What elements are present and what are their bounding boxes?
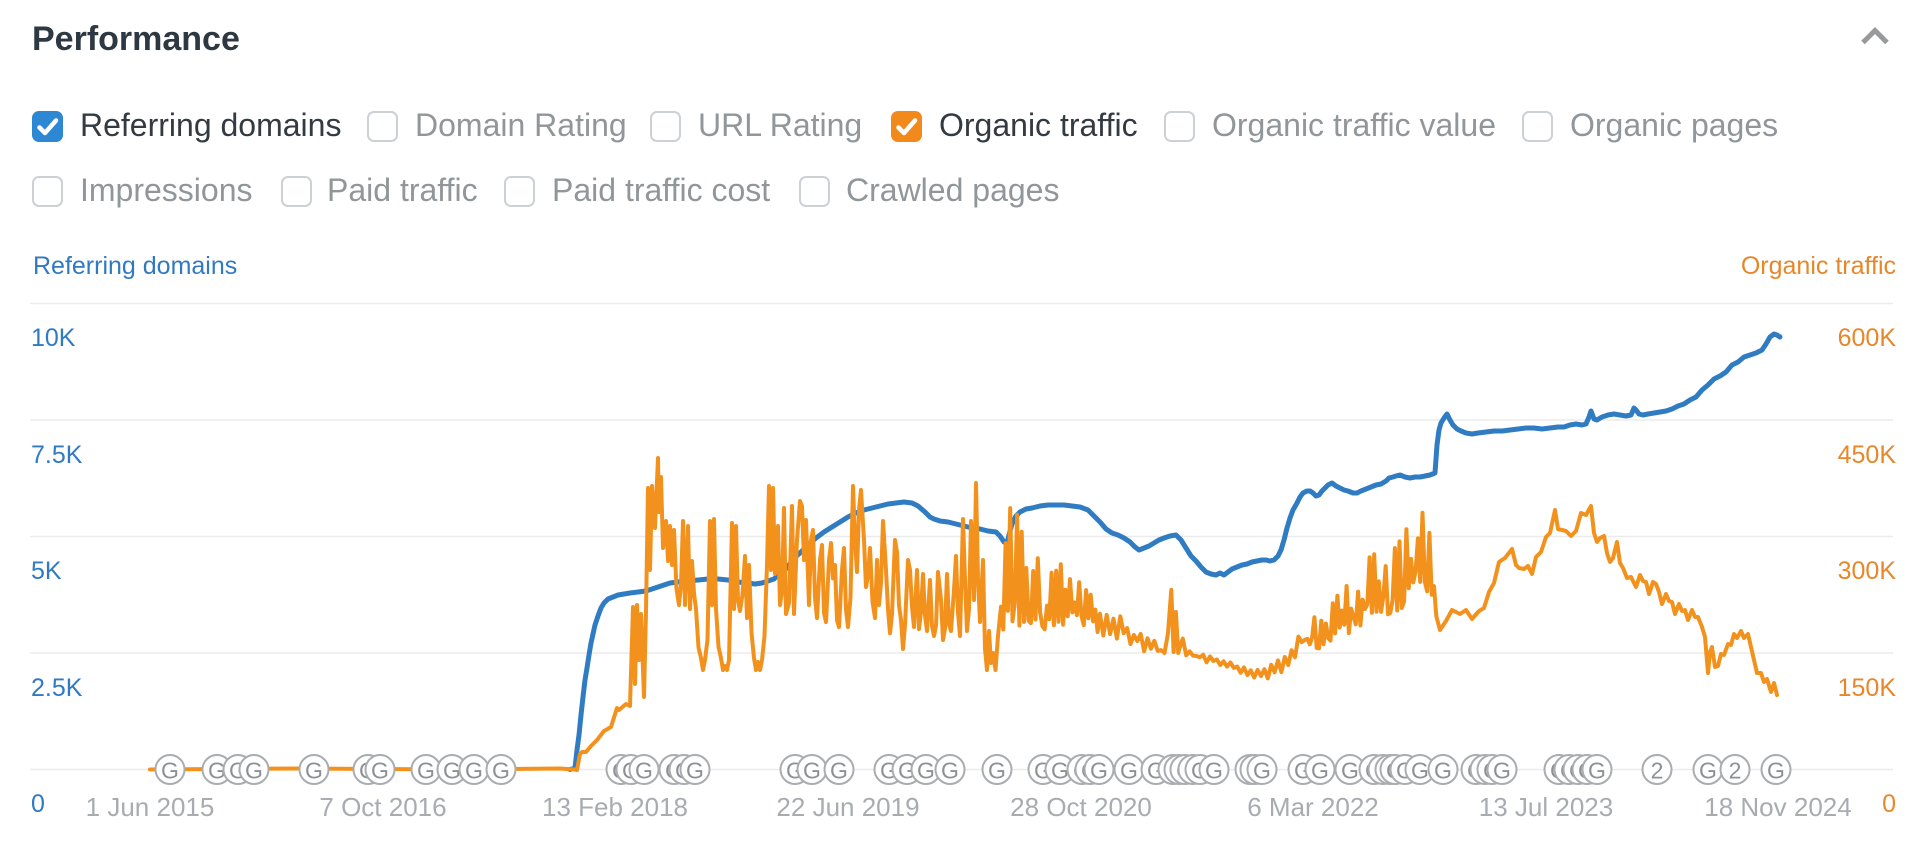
svg-text:G: G — [898, 758, 916, 784]
svg-text:2: 2 — [1729, 758, 1742, 784]
svg-text:G: G — [635, 758, 653, 784]
svg-text:2: 2 — [1651, 758, 1664, 784]
svg-text:G: G — [830, 758, 848, 784]
svg-text:G: G — [371, 758, 389, 784]
svg-text:G: G — [492, 758, 510, 784]
svg-text:G: G — [686, 758, 704, 784]
svg-text:G: G — [917, 758, 935, 784]
svg-text:G: G — [443, 758, 461, 784]
svg-text:G: G — [1588, 758, 1606, 784]
svg-text:G: G — [305, 758, 323, 784]
svg-text:G: G — [417, 758, 435, 784]
svg-text:G: G — [1253, 758, 1271, 784]
svg-text:G: G — [465, 758, 483, 784]
svg-text:G: G — [1090, 758, 1108, 784]
svg-text:G: G — [1341, 758, 1359, 784]
svg-text:G: G — [1411, 758, 1429, 784]
svg-text:G: G — [208, 758, 226, 784]
svg-text:G: G — [1205, 758, 1223, 784]
svg-text:G: G — [161, 758, 179, 784]
svg-text:G: G — [941, 758, 959, 784]
svg-text:G: G — [803, 758, 821, 784]
svg-text:G: G — [1311, 758, 1329, 784]
svg-text:G: G — [988, 758, 1006, 784]
svg-text:G: G — [1493, 758, 1511, 784]
svg-text:G: G — [1767, 758, 1785, 784]
svg-text:G: G — [1120, 758, 1138, 784]
svg-text:G: G — [1051, 758, 1069, 784]
svg-text:G: G — [245, 758, 263, 784]
svg-text:G: G — [1434, 758, 1452, 784]
svg-text:G: G — [1699, 758, 1717, 784]
